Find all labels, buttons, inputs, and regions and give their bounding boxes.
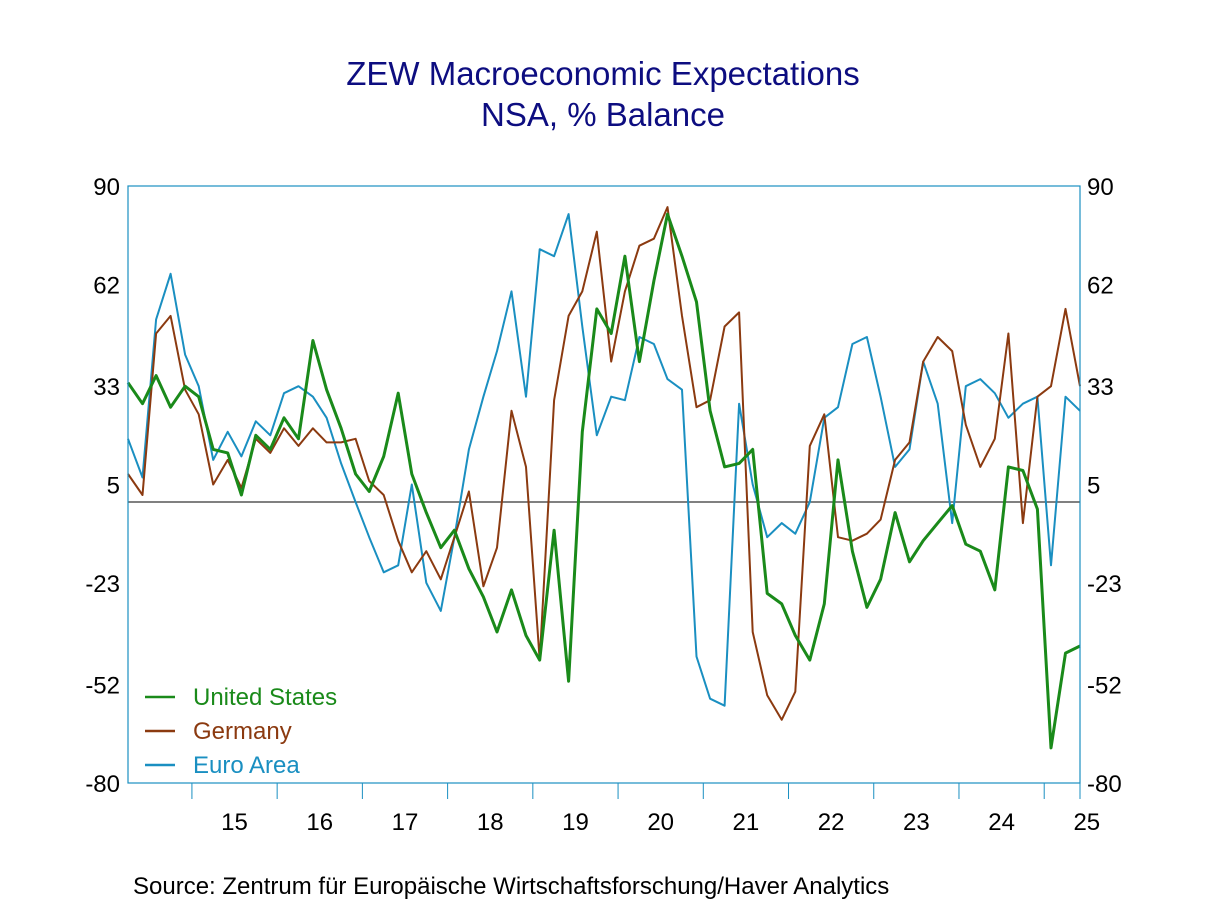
x-tick-label: 21 (733, 809, 760, 836)
x-axis: 15 16 17 18 19 20 21 22 23 24 25 (191, 783, 1100, 836)
series-lines (126, 206, 1081, 750)
x-tick-label: 25 (1073, 809, 1100, 836)
y-tick-label-right: 33 (1087, 374, 1114, 401)
chart-title: ZEW Macroeconomic Expectations (346, 55, 860, 92)
x-tick-label: 23 (903, 809, 930, 836)
x-tick-label: 17 (392, 809, 419, 836)
source-note: Source: Zentrum für Europäische Wirtscha… (133, 873, 889, 900)
y-axis-left: 90 62 33 5 -23 -52 -80 (85, 174, 120, 798)
x-tick-label: 19 (562, 809, 589, 836)
y-tick-label-right: -80 (1087, 771, 1122, 798)
y-tick-label-left: -23 (85, 571, 120, 598)
x-tick-label: 15 (221, 809, 248, 836)
x-tick-label: 22 (818, 809, 845, 836)
series-line-united-states (126, 212, 1081, 750)
y-tick-label-right: 62 (1087, 272, 1114, 299)
x-tick-label: 18 (477, 809, 504, 836)
legend: United States Germany Euro Area (145, 684, 337, 779)
y-tick-label-left: 5 (107, 473, 120, 500)
legend-label: Euro Area (193, 752, 300, 779)
y-axis-right: 90 62 33 5 -23 -52 -80 (1087, 174, 1122, 798)
x-tick-label: 20 (647, 809, 674, 836)
chart-subtitle: NSA, % Balance (481, 96, 725, 133)
y-tick-label-right: 90 (1087, 174, 1114, 201)
y-tick-label-right: 5 (1087, 473, 1100, 500)
y-tick-label-left: -80 (85, 771, 120, 798)
y-tick-label-left: -52 (85, 673, 120, 700)
y-tick-label-right: -23 (1087, 571, 1122, 598)
legend-label: United States (193, 684, 337, 711)
x-tick-label: 16 (306, 809, 333, 836)
series-line-germany (127, 206, 1081, 721)
y-tick-label-right: -52 (1087, 673, 1122, 700)
y-tick-label-left: 90 (93, 174, 120, 201)
y-tick-label-left: 62 (93, 272, 120, 299)
legend-label: Germany (193, 718, 292, 745)
y-tick-label-left: 33 (93, 374, 120, 401)
plot-frame (127, 185, 1081, 784)
x-tick-label: 24 (988, 809, 1015, 836)
